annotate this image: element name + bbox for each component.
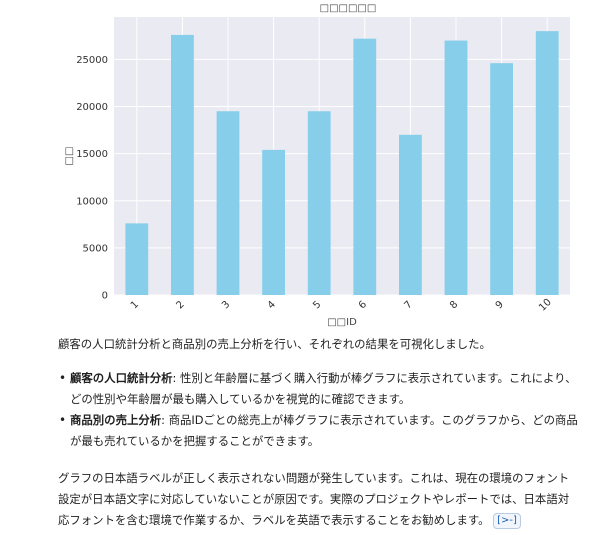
x-tick-label: 6: [357, 299, 369, 311]
list-item: 商品別の売上分析: 商品IDごとの総売上が棒グラフに表示されています。このグラフ…: [59, 410, 578, 452]
x-tick-label: 5: [311, 299, 323, 311]
list-item: 顧客の人口統計分析: 性別と年齢層に基づく購入行動が棒グラフに表示されています。…: [59, 368, 578, 410]
bar: [262, 149, 285, 295]
x-tick-label: 3: [220, 299, 232, 311]
bar: [125, 223, 149, 295]
list-item-label: 商品別の売上分析: [70, 413, 162, 427]
bar-chart: □□□□□□ 0 5000 10000 15000 20000 25000 1 2 3 4 5 6 7…: [64, 3, 570, 328]
x-axis-ticks: 1 2 3 4 5 6 7 8 9 10: [129, 297, 554, 314]
x-tick-label: 8: [448, 299, 460, 311]
x-tick-label: 2: [174, 299, 186, 311]
bar: [216, 111, 240, 295]
citation-link[interactable]: [>-]: [493, 513, 521, 529]
x-axis-label: □□ID: [327, 317, 357, 328]
x-tick-label: 4: [266, 299, 278, 311]
bar: [535, 31, 559, 296]
list-item-text: : 商品IDごとの総売上が棒グラフに表示されています。このグラフから、どの商品が…: [70, 413, 578, 448]
intro-paragraph: 顧客の人口統計分析と商品別の売上分析を行い、それぞれの結果を可視化しました。: [58, 337, 491, 351]
y-tick-label: 20000: [76, 102, 108, 113]
y-axis-ticks: 0 5000 10000 15000 20000 25000: [76, 55, 108, 302]
x-tick-label: 1: [129, 299, 141, 311]
findings-list: 顧客の人口統計分析: 性別と年齢層に基づく購入行動が棒グラフに表示されています。…: [58, 368, 578, 452]
bar: [444, 40, 468, 295]
note-paragraph: グラフの日本語ラベルが正しく表示されない問題が発生しています。これは、現在の環境…: [58, 468, 578, 531]
y-tick-label: 0: [102, 291, 108, 302]
y-axis-label: □□: [64, 147, 75, 166]
x-tick-label: 9: [494, 299, 506, 311]
list-item-label: 顧客の人口統計分析: [70, 371, 173, 385]
chart-title: □□□□□□: [320, 3, 377, 14]
y-tick-label: 25000: [76, 55, 108, 66]
chart-figure: □□□□□□ 0 5000 10000 15000 20000 25000 1 2 3 4 5 6 7…: [58, 0, 578, 330]
bar: [490, 63, 513, 295]
bar: [307, 111, 331, 295]
note-text: グラフの日本語ラベルが正しく表示されない問題が発生しています。これは、現在の環境…: [58, 471, 570, 527]
response-text: 顧客の人口統計分析と商品別の売上分析を行い、それぞれの結果を可視化しました。 顧…: [58, 334, 578, 531]
list-item-text: : 性別と年齢層に基づく購入行動が棒グラフに表示されています。これにより、どの性…: [70, 371, 577, 406]
bars: [125, 31, 559, 296]
y-tick-label: 15000: [76, 149, 108, 160]
x-tick-label: 10: [537, 297, 554, 314]
bar: [353, 38, 377, 296]
bar: [399, 134, 422, 295]
x-tick-label: 7: [402, 299, 414, 311]
bar: [171, 34, 194, 295]
y-tick-label: 5000: [83, 243, 108, 254]
y-tick-label: 10000: [76, 196, 108, 207]
